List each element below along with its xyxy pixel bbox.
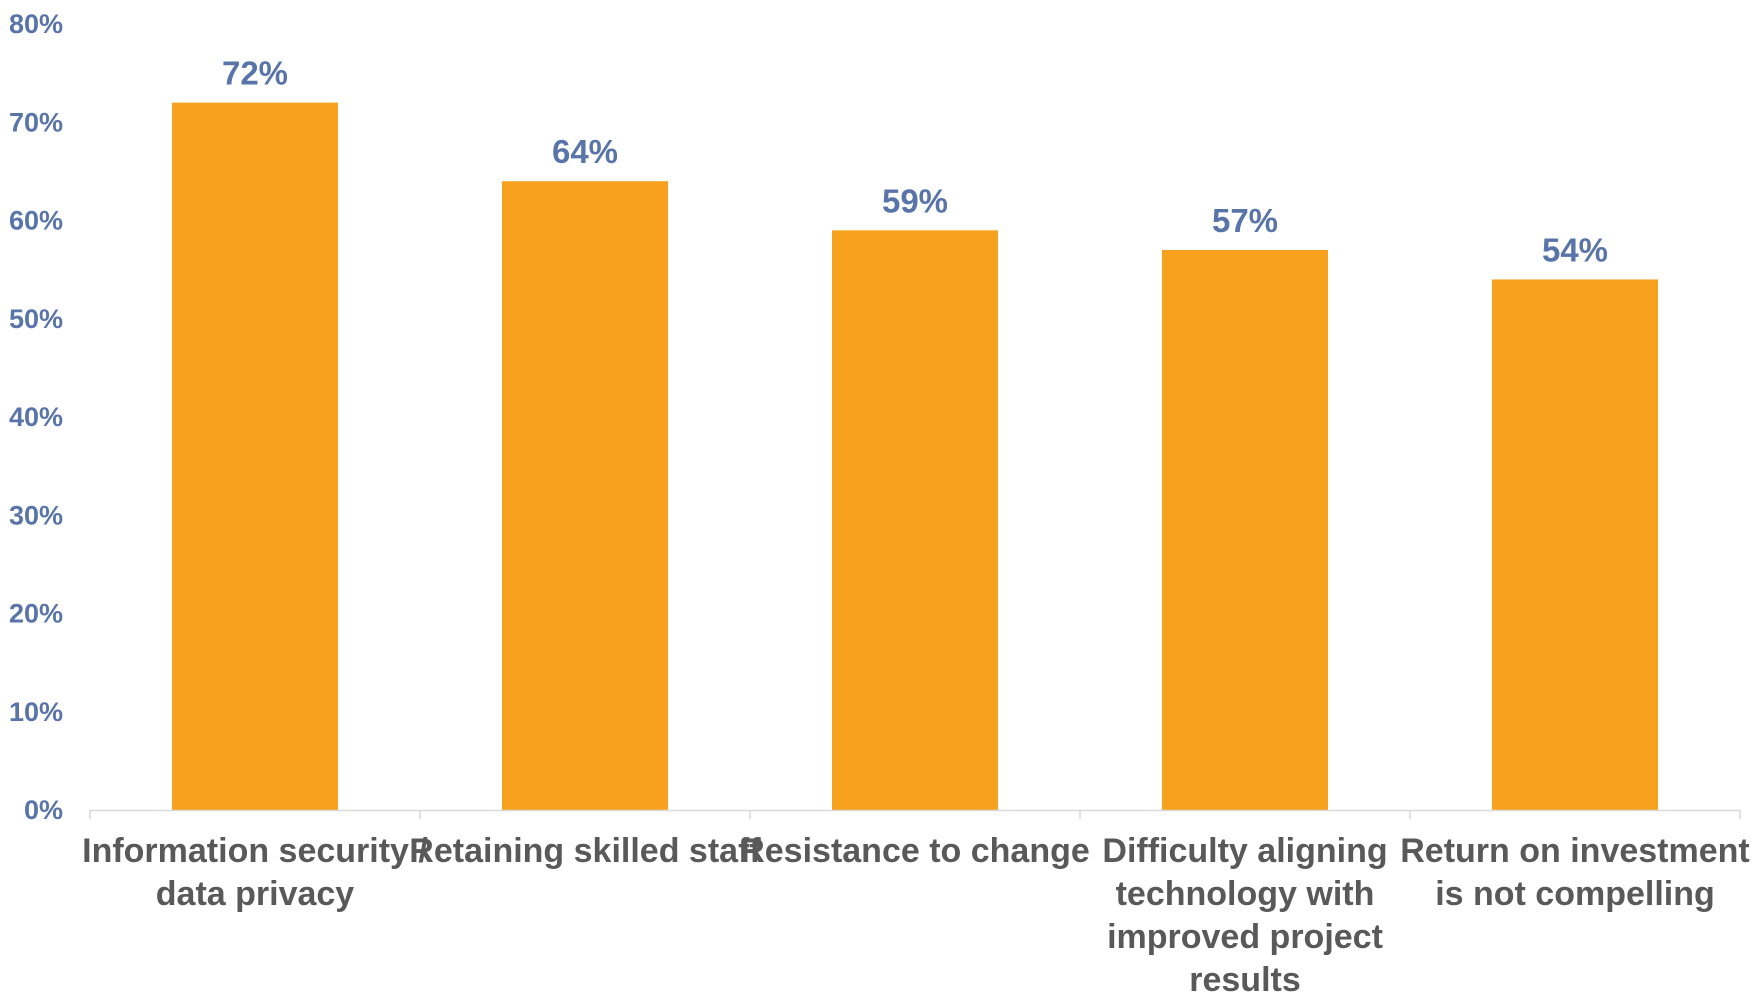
y-tick-label: 10% bbox=[9, 697, 63, 727]
data-label: 59% bbox=[882, 182, 948, 219]
data-label: 64% bbox=[552, 133, 618, 170]
x-category-label: Retaining skilled staff bbox=[409, 832, 761, 870]
bar bbox=[1162, 249, 1328, 811]
bar bbox=[1492, 279, 1658, 810]
x-category-label-line: technology with bbox=[1116, 875, 1375, 913]
y-tick-label: 30% bbox=[9, 500, 63, 530]
x-category-label-line: improved project bbox=[1107, 918, 1383, 956]
y-tick-label: 70% bbox=[9, 107, 63, 137]
x-category-label-line: Resistance to change bbox=[740, 832, 1090, 870]
data-label: 72% bbox=[222, 55, 288, 92]
x-category-label-line: is not compelling bbox=[1435, 875, 1715, 913]
bar bbox=[172, 102, 338, 811]
x-category-label: Return on investment is not compelling bbox=[1400, 832, 1749, 913]
x-category-label-line: data privacy bbox=[156, 875, 355, 913]
x-category-label-line: Retaining skilled staff bbox=[409, 832, 761, 870]
data-label: 57% bbox=[1212, 202, 1278, 239]
x-category-label: Resistance to change bbox=[740, 832, 1090, 870]
x-category-label: Information security / data privacy bbox=[82, 832, 428, 913]
bar bbox=[502, 181, 668, 810]
bar-series bbox=[172, 102, 1658, 811]
x-category-label: Difficulty aligning technology with improv… bbox=[1102, 832, 1387, 999]
bar bbox=[832, 230, 998, 810]
y-axis-tick-labels: 0% 10% 20% 30% 40% 50% 60% 70% 80% bbox=[9, 9, 63, 825]
x-axis-ticks bbox=[89, 810, 1741, 819]
y-tick-label: 80% bbox=[9, 9, 63, 39]
y-tick-label: 40% bbox=[9, 402, 63, 432]
y-tick-label: 60% bbox=[9, 206, 63, 236]
y-tick-label: 50% bbox=[9, 304, 63, 334]
y-tick-label: 20% bbox=[9, 599, 63, 629]
x-category-label-line: Information security / bbox=[82, 832, 428, 870]
x-category-label-line: Difficulty aligning bbox=[1102, 832, 1387, 870]
x-category-label-line: results bbox=[1189, 961, 1301, 999]
x-category-label-line: Return on investment bbox=[1400, 832, 1749, 870]
data-label: 54% bbox=[1542, 231, 1608, 268]
data-labels: 72% 64% 59% 57% 54% bbox=[222, 55, 1608, 269]
y-tick-label: 0% bbox=[24, 795, 63, 825]
x-axis-category-labels: Information security / data privacy Retain… bbox=[82, 832, 1750, 999]
